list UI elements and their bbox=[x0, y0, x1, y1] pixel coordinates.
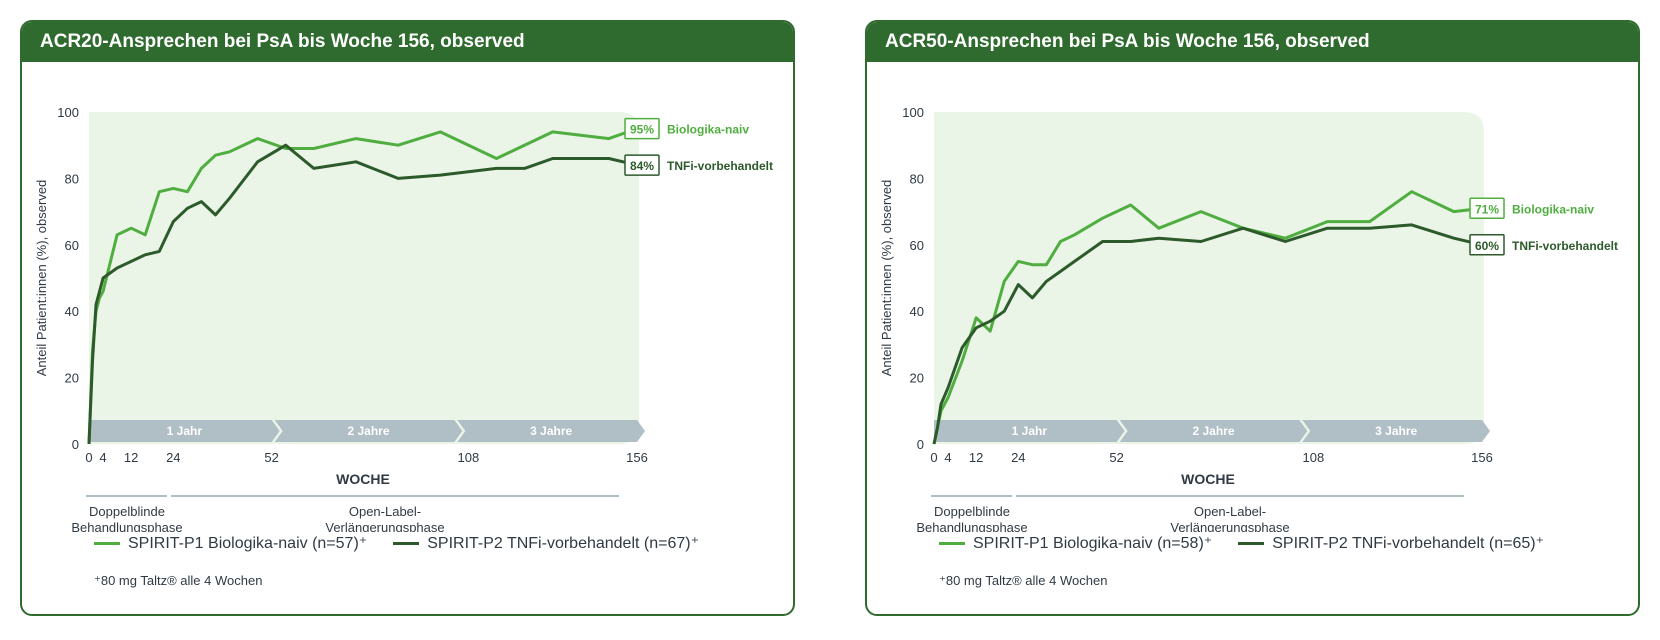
series-line-naive bbox=[87, 127, 638, 445]
legend-item-tnfi: SPIRIT-P2 TNFi-vorbehandelt (n=67)⁺ bbox=[393, 533, 699, 553]
treatment-phase-label: Doppelblinde Behandlungsphase bbox=[916, 504, 1027, 532]
acr50-panel: ACR50-Ansprechen bei PsA bis Woche 156, … bbox=[865, 20, 1640, 616]
legend: SPIRIT-P1 Biologika-naiv (n=57)⁺ SPIRIT-… bbox=[94, 533, 725, 553]
treatment-phase-line: Doppelblinde bbox=[89, 504, 165, 519]
treatment-phase-label: Doppelblinde Behandlungsphase bbox=[71, 504, 182, 532]
phase-segment bbox=[457, 420, 645, 442]
y-tick-label: 60 bbox=[65, 238, 79, 253]
x-tick-label: 156 bbox=[626, 450, 648, 465]
y-tick-label: 40 bbox=[65, 304, 79, 319]
legend-swatch-tnfi bbox=[1238, 541, 1265, 545]
x-axis-label: WOCHE bbox=[336, 471, 390, 487]
legend-label-naive: SPIRIT-P1 Biologika-naiv (n=58)⁺ bbox=[973, 535, 1213, 552]
treatment-phase-label: Open-Label-Verlängerungsphase bbox=[325, 504, 444, 532]
series-name-label: TNFi-vorbehandelt bbox=[1512, 239, 1618, 253]
end-value-box bbox=[624, 154, 660, 176]
treatment-phase-line: Open-Label- bbox=[1194, 504, 1266, 519]
treatment-phase-line: Behandlungsphase bbox=[71, 520, 182, 532]
legend-item-naive: SPIRIT-P1 Biologika-naiv (n=58)⁺ bbox=[939, 533, 1212, 553]
x-tick-label: 108 bbox=[1303, 450, 1325, 465]
panel-title: ACR50-Ansprechen bei PsA bis Woche 156, … bbox=[867, 22, 1638, 62]
series-name-label: TNFi-vorbehandelt bbox=[667, 159, 773, 173]
legend-label-tnfi: SPIRIT-P2 TNFi-vorbehandelt (n=65)⁺ bbox=[1272, 535, 1545, 552]
x-tick-label: 4 bbox=[99, 450, 106, 465]
treatment-phase-line: Verlängerungsphase bbox=[325, 520, 444, 532]
x-tick-label: 12 bbox=[124, 450, 138, 465]
y-tick-label: 0 bbox=[72, 437, 79, 452]
end-value-label: 84% bbox=[630, 159, 654, 173]
footnote: ⁺80 mg Taltz® alle 4 Wochen bbox=[939, 573, 1108, 588]
phase-segment bbox=[274, 420, 463, 442]
phase-label: 2 Jahre bbox=[347, 424, 389, 438]
y-tick-label: 0 bbox=[917, 437, 924, 452]
phase-label: 1 Jahr bbox=[167, 424, 203, 438]
treatment-phase-line: Verlängerungsphase bbox=[1170, 520, 1289, 532]
x-tick-label: 108 bbox=[458, 450, 480, 465]
x-tick-label: 156 bbox=[1471, 450, 1493, 465]
y-tick-label: 80 bbox=[910, 171, 924, 186]
series-line-tnfi bbox=[87, 143, 638, 445]
treatment-phase-label: Open-Label-Verlängerungsphase bbox=[1170, 504, 1289, 532]
phase-segment bbox=[1302, 420, 1490, 442]
x-tick-label: 24 bbox=[1011, 450, 1025, 465]
phase-label: 1 Jahr bbox=[1012, 424, 1048, 438]
end-value-box bbox=[624, 117, 660, 140]
treatment-phase-line: Doppelblinde bbox=[934, 504, 1010, 519]
x-tick-label: 12 bbox=[969, 450, 983, 465]
x-tick-label: 0 bbox=[930, 450, 937, 465]
x-tick-label: 4 bbox=[944, 450, 951, 465]
legend-swatch-naive bbox=[939, 541, 965, 545]
legend-item-tnfi: SPIRIT-P2 TNFi-vorbehandelt (n=65)⁺ bbox=[1238, 533, 1544, 553]
legend-swatch-tnfi bbox=[393, 541, 420, 545]
legend-swatch-naive bbox=[94, 541, 120, 545]
legend-label-tnfi: SPIRIT-P2 TNFi-vorbehandelt (n=67)⁺ bbox=[427, 535, 700, 552]
y-axis-label: Anteil Patient:innen (%), observed bbox=[879, 180, 894, 377]
y-tick-label: 100 bbox=[902, 105, 924, 120]
x-axis-label: WOCHE bbox=[1181, 471, 1235, 487]
y-axis-label: Anteil Patient:innen (%), observed bbox=[34, 180, 49, 377]
phase-label: 3 Jahre bbox=[530, 424, 572, 438]
series-name-label: Biologika-naiv bbox=[667, 123, 749, 137]
end-value-label: 95% bbox=[630, 123, 654, 137]
panel-title: ACR20-Ansprechen bei PsA bis Woche 156, … bbox=[22, 22, 793, 62]
series-name-label: Biologika-naiv bbox=[1512, 202, 1594, 216]
plot-background bbox=[89, 112, 639, 444]
end-value-box bbox=[1469, 197, 1505, 220]
phase-segment bbox=[1119, 420, 1308, 442]
treatment-phase-line: Open-Label- bbox=[349, 504, 421, 519]
y-tick-label: 80 bbox=[65, 171, 79, 186]
end-value-box bbox=[1469, 234, 1505, 256]
treatment-phase-line: Behandlungsphase bbox=[916, 520, 1027, 532]
y-tick-label: 100 bbox=[57, 105, 79, 120]
plot-background bbox=[934, 112, 1484, 444]
legend-item-naive: SPIRIT-P1 Biologika-naiv (n=57)⁺ bbox=[94, 533, 367, 553]
y-tick-label: 20 bbox=[65, 371, 79, 386]
acr20-panel: ACR20-Ansprechen bei PsA bis Woche 156, … bbox=[20, 20, 795, 616]
x-tick-label: 24 bbox=[166, 450, 180, 465]
series-line-tnfi bbox=[932, 223, 1483, 445]
legend-label-naive: SPIRIT-P1 Biologika-naiv (n=57)⁺ bbox=[128, 535, 368, 552]
x-tick-label: 52 bbox=[264, 450, 278, 465]
end-value-label: 60% bbox=[1475, 239, 1499, 253]
footnote: ⁺80 mg Taltz® alle 4 Wochen bbox=[94, 573, 263, 588]
y-tick-label: 20 bbox=[910, 371, 924, 386]
phase-label: 2 Jahre bbox=[1192, 424, 1234, 438]
phase-segment bbox=[934, 420, 1125, 442]
x-tick-label: 52 bbox=[1109, 450, 1123, 465]
phase-segment bbox=[89, 420, 280, 442]
legend: SPIRIT-P1 Biologika-naiv (n=58)⁺ SPIRIT-… bbox=[939, 533, 1570, 553]
end-value-label: 71% bbox=[1475, 202, 1499, 216]
y-tick-label: 40 bbox=[910, 304, 924, 319]
x-tick-label: 0 bbox=[85, 450, 92, 465]
phase-label: 3 Jahre bbox=[1375, 424, 1417, 438]
y-tick-label: 60 bbox=[910, 238, 924, 253]
